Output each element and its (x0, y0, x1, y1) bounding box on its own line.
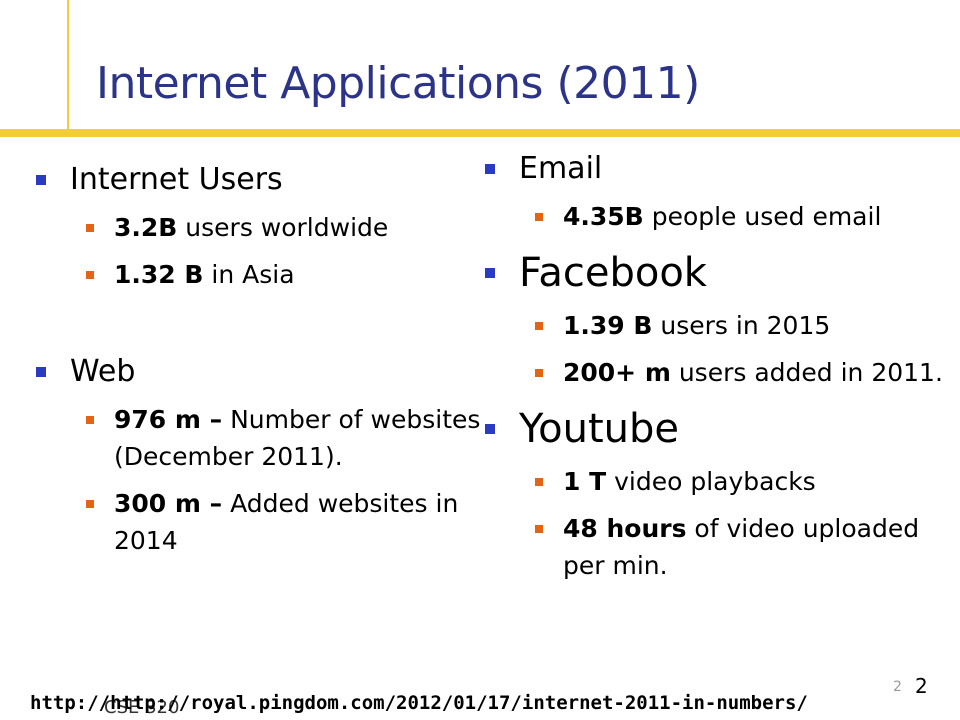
sub-bullet-text: users added in 2011. (670, 358, 943, 387)
bullet-email: Email (483, 150, 943, 188)
sub-bullet: 976 m – Number of websites (December 201… (34, 401, 484, 475)
title-accent-line (67, 0, 69, 130)
left-column: Internet Users 3.2B users worldwide 1.32… (34, 161, 484, 559)
sub-bullet: 300 m – Added websites in 2014 (34, 485, 484, 559)
sub-bullet-value: 1 T (563, 467, 607, 496)
page-number-faint: 2 (893, 679, 902, 695)
source-url-link[interactable]: http://http://royal.pingdom.com/2012/01/… (30, 692, 808, 714)
sub-bullet-value: 1.39 B (563, 311, 653, 340)
sub-bullet-text: of video uploaded per min. (563, 514, 920, 580)
sub-bullet-value: 200+ m (563, 358, 671, 387)
sub-bullet: 1 T video playbacks (483, 463, 943, 500)
sub-bullet: 1.39 B users in 2015 (483, 307, 943, 344)
sub-bullet-text: people used email (643, 202, 882, 231)
title-underline (0, 129, 960, 137)
sub-bullet-text: Added websites in 2014 (114, 489, 459, 555)
sub-bullet: 3.2B users worldwide (34, 209, 484, 246)
sub-bullet: 200+ m users added in 2011. (483, 354, 943, 391)
bullet-web: Web (34, 353, 484, 391)
bullet-facebook: Facebook (483, 249, 943, 297)
sub-bullet: 1.32 B in Asia (34, 256, 484, 293)
bullet-internet-users: Internet Users (34, 161, 484, 199)
slide-title: Internet Applications (2011) (96, 58, 700, 109)
sub-bullet-value: 3.2B (114, 213, 178, 242)
sub-bullet: 48 hours of video uploaded per min. (483, 510, 943, 584)
sub-bullet: 4.35B people used email (483, 198, 943, 235)
right-column: Email 4.35B people used email Facebook 1… (483, 150, 943, 584)
sub-bullet-value: 4.35B (563, 202, 644, 231)
sub-bullet-value: 48 hours (563, 514, 687, 543)
sub-bullet-value: 976 m – (114, 405, 223, 434)
sub-bullet-text: users in 2015 (652, 311, 831, 340)
page-number: 2 (915, 674, 928, 698)
sub-bullet-text: users worldwide (177, 213, 389, 242)
sub-bullet-text: video playbacks (606, 467, 816, 496)
bullet-youtube: Youtube (483, 405, 943, 453)
sub-bullet-value: 300 m – (114, 489, 223, 518)
sub-bullet-text: Number of websites (December 2011). (114, 405, 481, 471)
sub-bullet-value: 1.32 B (114, 260, 204, 289)
sub-bullet-text: in Asia (203, 260, 295, 289)
footer-course-label: CSE 320 (104, 697, 180, 718)
